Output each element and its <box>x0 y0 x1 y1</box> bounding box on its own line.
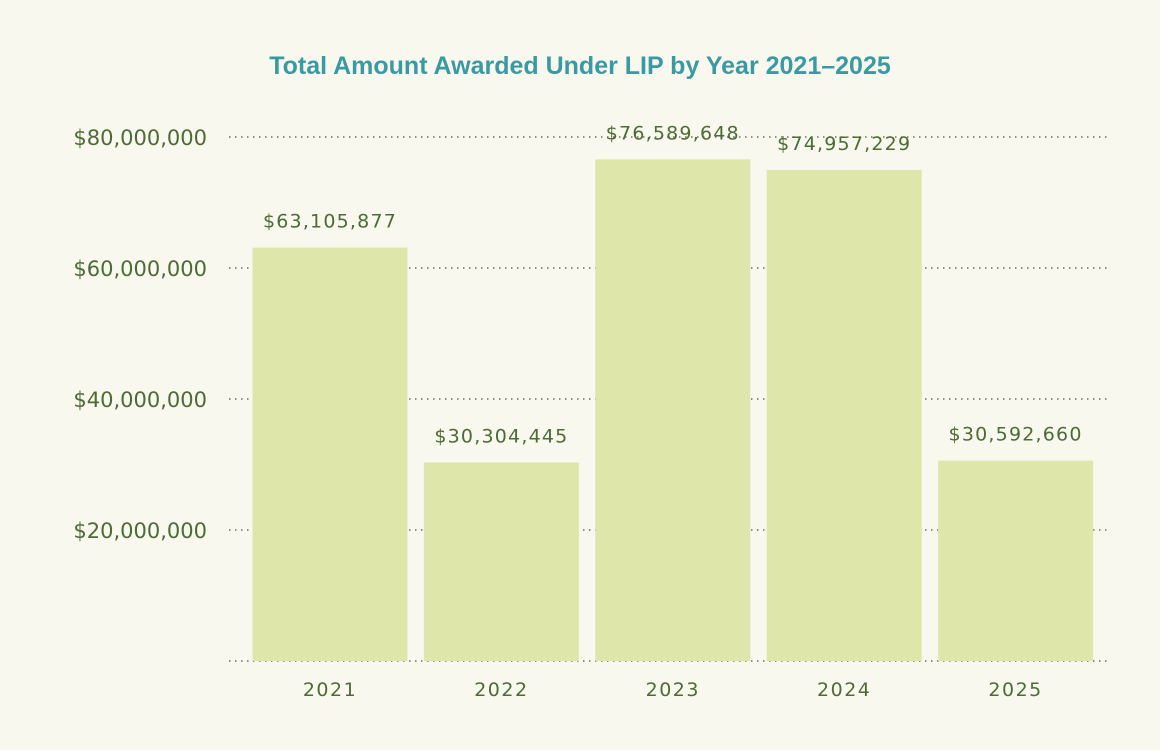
chart-title: Total Amount Awarded Under LIP by Year 2… <box>269 52 891 80</box>
x-tick-label: 2023 <box>646 679 700 701</box>
y-tick-label: $80,000,000 <box>73 126 207 150</box>
x-axis-ticks: 2021 2022 2023 2024 2025 <box>303 679 1042 701</box>
x-tick-label: 2025 <box>988 679 1042 701</box>
y-tick-label: $40,000,000 <box>73 388 207 412</box>
x-tick-label: 2024 <box>817 679 871 701</box>
bar-2022 <box>423 462 579 661</box>
data-label-2023: $76,589,648 <box>606 122 740 144</box>
y-axis-ticks: $20,000,000 $40,000,000 $60,000,000 $80,000… <box>73 126 207 543</box>
bars <box>252 159 1094 662</box>
x-tick-label: 2021 <box>303 679 357 701</box>
y-tick-label: $60,000,000 <box>73 257 207 281</box>
bar-2021 <box>252 247 408 662</box>
bar-2025 <box>938 460 1094 661</box>
y-tick-label: $20,000,000 <box>73 519 207 543</box>
data-labels: $63,105,877 $30,304,445 $76,589,648 $74,957… <box>263 122 1083 448</box>
data-label-2025: $30,592,660 <box>949 424 1083 446</box>
data-label-2024: $74,957,229 <box>777 133 911 155</box>
data-label-2021: $63,105,877 <box>263 211 397 233</box>
x-tick-label: 2022 <box>474 679 528 701</box>
bar-2024 <box>766 170 922 661</box>
bar-2023 <box>595 159 751 661</box>
data-label-2022: $30,304,445 <box>434 426 568 448</box>
